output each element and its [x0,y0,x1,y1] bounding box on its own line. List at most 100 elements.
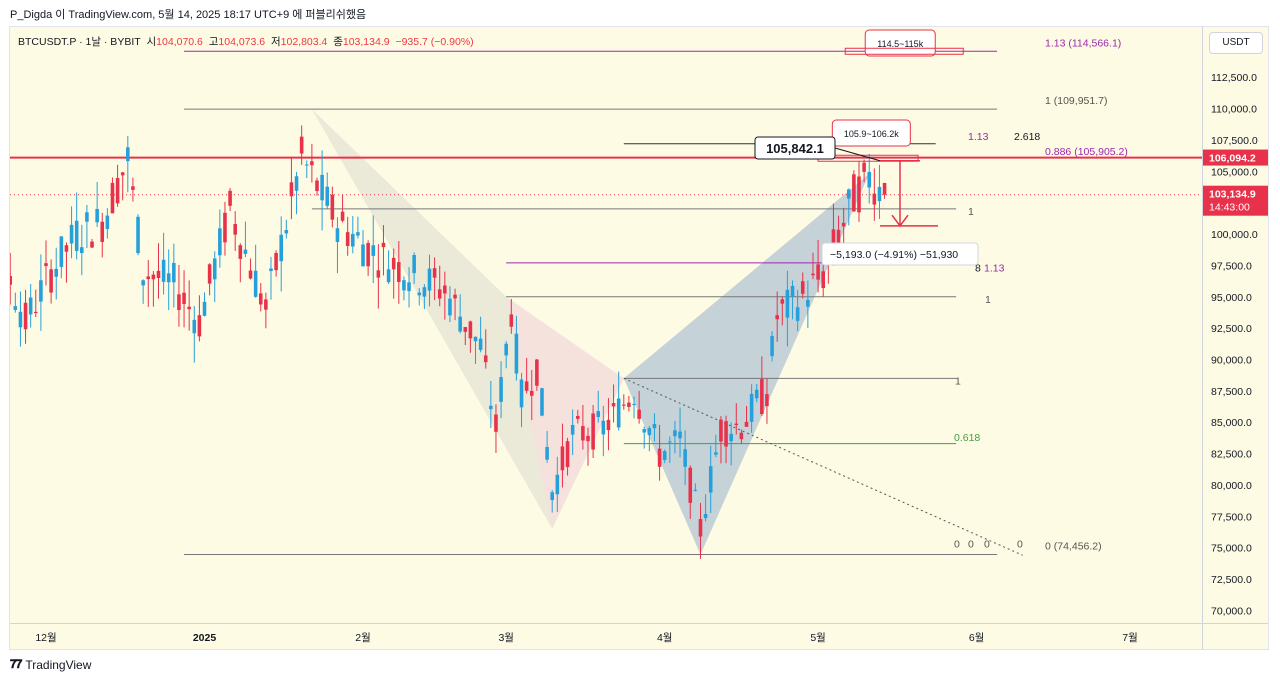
callout-text: 114.5~115k [877,39,923,49]
candle-body [136,216,140,254]
candle-body [760,379,764,415]
time-tick-label: 2월 [355,632,371,644]
candle-body [724,421,728,447]
time-tick-label: 12월 [35,632,56,644]
candle-body [64,245,69,252]
candle-body [504,343,508,356]
candle-body [74,220,79,251]
chart-plot-area[interactable]: 1.13 (114,566.1) 1 (109,951.7) 0.886 (105,… [10,27,1202,623]
candle-body [39,280,43,302]
target-zone-box [844,47,964,55]
candle-body [836,229,841,247]
candle-body [494,414,498,432]
candle-body [69,224,74,244]
candle-body [330,194,335,220]
legend-low-label: 저 [270,36,281,48]
candle-body [177,294,181,311]
callout-text: 105.9~106.2k [844,129,899,139]
candle-body [151,274,156,280]
candle-body [565,441,570,468]
tradingview-footer[interactable]: 𝟕𝟕 TradingView [10,657,91,672]
fib-level-label: 1.13 (114,566.1) [1045,37,1121,49]
pattern-ratio-label: 1 [955,376,961,388]
candle-body [248,270,253,279]
price-axis-svg: 70,000.0 72,500.0 75,000.0 77,500.0 80,000.0… [1203,41,1268,617]
candle-body [657,448,662,467]
candle-body [739,432,744,440]
candle-body [622,404,626,406]
symbol-legend: BTCUSDT.P · 1날 · BYBIT 시104,070.6 고104,0… [18,34,474,49]
candle-body [320,174,324,201]
candle-body [545,446,549,460]
candle-body [80,247,84,254]
candle-body [540,388,544,416]
candle-body [166,273,171,283]
time-tick-label: 7월 [1122,632,1138,644]
candle-body [708,466,713,493]
candle-body [345,232,350,247]
candle-body [289,182,294,197]
candle-body [44,263,48,267]
candle-body [90,241,94,248]
pattern-ratio-label: 0.618 [954,432,980,444]
candle-body [23,302,28,330]
pattern-ratio-label: 1 [985,294,991,306]
measure-tooltip-box [821,242,979,266]
candle-body [294,176,299,191]
candle-body [765,394,769,407]
candle-body [33,311,38,314]
candle-body [356,232,360,236]
candle-body [28,297,33,315]
pattern-ratio-label: 1.13 [984,263,1005,275]
candle-body [867,171,872,188]
candle-body [172,262,176,283]
legend-low-value: 102,803.4 [280,36,328,48]
time-axis[interactable]: 12월 2025 2월 3월 4월 5월 6월 7월 [10,623,1202,649]
candle-body [397,262,401,282]
candle-body [473,336,478,342]
axis-corner [1202,623,1268,649]
callout-box [864,29,936,57]
legend-high-label: 고 [208,36,219,48]
candle-body [391,257,396,270]
candle-body [427,268,432,291]
candle-body [279,234,283,262]
candle-body [821,271,825,289]
candle-body [785,289,790,318]
candle-body [550,492,554,501]
candle-body [703,514,708,519]
candle-body [386,269,391,283]
candle-body [555,474,560,495]
candle-body [581,426,585,441]
candle-body [811,273,815,276]
candle-body [606,419,611,431]
legend-symbol[interactable]: BTCUSDT.P · 1날 · BYBIT [18,36,141,48]
time-tick-label: 6월 [969,632,985,644]
time-tick-label: 4월 [657,632,673,644]
candle-body [95,208,99,223]
candle-body [146,276,151,280]
price-tick-label: 110,000.0 [1211,104,1257,116]
candle-body [857,176,861,213]
candle-body [596,411,601,418]
candle-body [13,306,18,310]
candle-body [463,327,468,332]
candle-body [141,280,145,286]
tradingview-brand-text: TradingView [25,657,92,672]
candle-body [693,489,698,491]
fib-level-label: 0 (74,456.2) [1045,541,1102,553]
price-axis[interactable]: 70,000.0 72,500.0 75,000.0 77,500.0 80,000.0… [1202,27,1268,623]
price-tick-label: 92,500.0 [1211,323,1252,335]
candle-body [780,299,785,304]
candle-body [591,413,595,450]
candle-body [432,268,437,278]
candle-body [637,409,641,419]
candle-body [489,405,493,410]
legend-close-value: 103,134.9 [342,36,390,48]
measure-tooltip-text: −5,193.0 (−4.91%) −51,930 [830,249,958,261]
candle-body [744,421,749,427]
candle-body [841,222,846,227]
candle-body [351,233,355,247]
candle-body [223,212,227,243]
currency-button[interactable]: USDT [1209,32,1263,54]
